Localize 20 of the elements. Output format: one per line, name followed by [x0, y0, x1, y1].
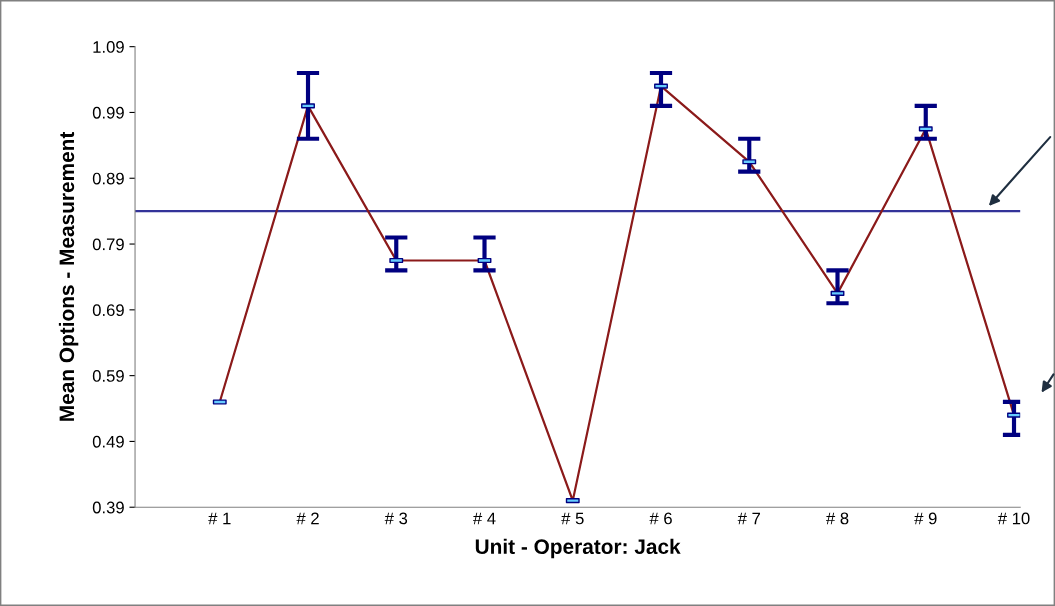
x-tick-label: # 7 [737, 512, 761, 525]
x-tick-label: # 6 [649, 512, 672, 525]
x-tick-label: # 8 [826, 512, 849, 525]
x-tick-label: # 9 [914, 512, 937, 525]
x-tick-label: # 5 [561, 512, 584, 525]
y-tick-label: 0.69 [92, 304, 124, 317]
x-tick-label: # 2 [296, 512, 319, 525]
x-axis-title: Unit - Operator: Jack [475, 538, 681, 559]
y-tick-label: 0.49 [92, 435, 124, 448]
y-tick-label: 0.59 [92, 370, 124, 382]
x-tick-label: # 3 [384, 512, 408, 525]
y-tick-label: 0.79 [92, 238, 124, 251]
x-tick-label: # 4 [473, 512, 496, 525]
y-tick-label: 0.89 [92, 172, 124, 185]
x-tick-label: # 1 [208, 512, 231, 525]
y-tick-label: 1.09 [93, 41, 124, 53]
y-axis-title: Mean Options - Measurement [58, 131, 79, 421]
x-tick-label: # 10 [997, 512, 1030, 525]
y-tick-label: 0.99 [92, 106, 124, 119]
y-tick-label: 0.39 [92, 501, 124, 514]
